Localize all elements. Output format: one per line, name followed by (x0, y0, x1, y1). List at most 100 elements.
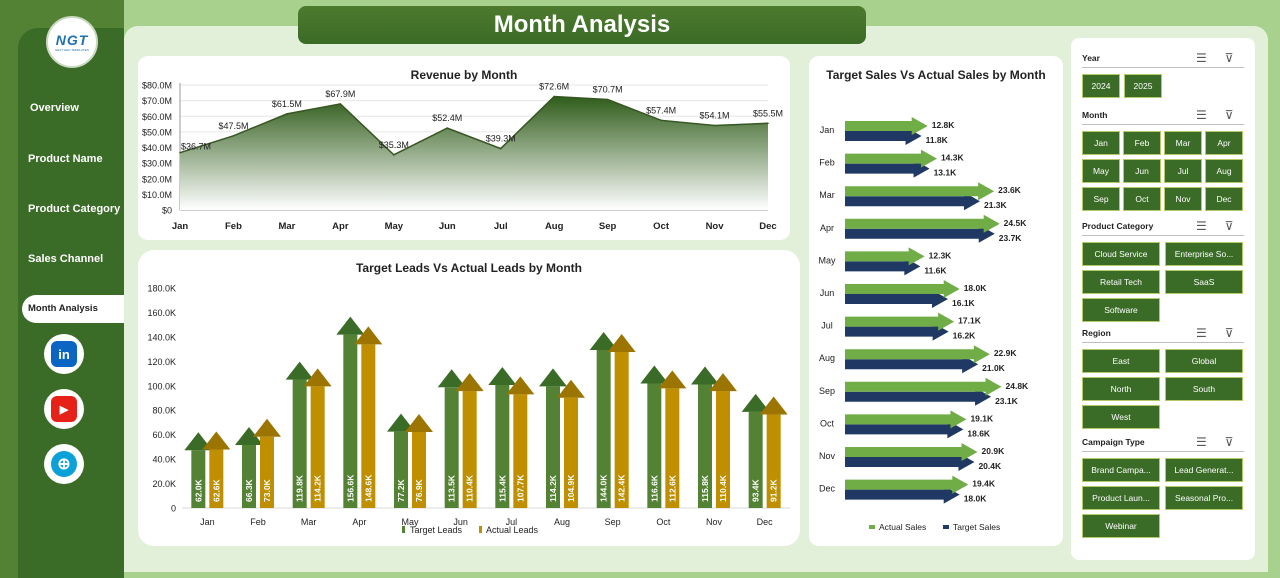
slicer-month-jan[interactable]: Jan (1082, 131, 1120, 155)
multi-select-icon[interactable]: ☰ (1196, 435, 1207, 449)
multi-select-icon[interactable]: ☰ (1196, 51, 1207, 65)
nav-product-category[interactable]: Product Category (28, 203, 121, 215)
leads-data-label: 115.8K (700, 474, 710, 502)
clear-filter-icon[interactable]: ⊽ (1224, 108, 1234, 122)
sales-chart: Jan 12.8K 11.8K Feb 14.3K 13.1K Mar 23.6K 21.3K A… (818, 117, 1029, 532)
target-sales-bar (845, 453, 975, 471)
revenue-data-label: $55.5M (753, 108, 783, 118)
nav-product-name[interactable]: Product Name (28, 153, 103, 165)
actual-sales-label: 14.3K (941, 153, 965, 163)
slicer-region-north[interactable]: North (1082, 377, 1160, 401)
multi-select-icon[interactable]: ☰ (1196, 219, 1207, 233)
clear-filter-icon[interactable]: ⊽ (1224, 219, 1234, 233)
slicer-month-feb[interactable]: Feb (1123, 131, 1161, 155)
youtube-icon: ▶ (51, 396, 77, 422)
year-slicer-label: Year (1082, 53, 1100, 63)
slicer-campaign-lead-generation[interactable]: Lead Generat... (1165, 458, 1243, 482)
nav-overview[interactable]: Overview (30, 102, 79, 114)
x-tick-label: Feb (225, 221, 242, 232)
slicer-month-may[interactable]: May (1082, 159, 1120, 183)
y-tick-label: Jan (820, 125, 835, 135)
multi-select-icon[interactable]: ☰ (1196, 108, 1207, 122)
leads-chart: 0 20.0K 40.0K 60.0K 80.0K 100.0K 120.0K 140.0K 1… (147, 284, 790, 535)
slicer-category-cloud-service[interactable]: Cloud Service (1082, 242, 1160, 266)
youtube-button[interactable]: ▶ (44, 389, 84, 429)
leads-data-label: 107.7K (515, 474, 525, 502)
y-tick-label: Jul (821, 321, 833, 331)
page-title: Month Analysis (298, 6, 866, 44)
y-tick-label: $40.0M (142, 143, 172, 153)
actual-sales-bar (845, 117, 928, 135)
linkedin-button[interactable]: in (44, 334, 84, 374)
x-tick-label: Dec (759, 221, 776, 232)
revenue-data-label: $61.5M (272, 99, 302, 109)
multi-select-icon[interactable]: ☰ (1196, 326, 1207, 340)
y-tick-label: 40.0K (152, 455, 176, 465)
slicer-category-software[interactable]: Software (1082, 298, 1160, 322)
website-button[interactable]: ⊕ (44, 444, 84, 484)
slicer-month-apr[interactable]: Apr (1205, 131, 1243, 155)
slicer-category-retail-tech[interactable]: Retail Tech (1082, 270, 1160, 294)
slicer-month-jul[interactable]: Jul (1164, 159, 1202, 183)
slicer-month-jun[interactable]: Jun (1123, 159, 1161, 183)
leads-data-label: 73.0K (262, 478, 272, 502)
slicer-month-aug[interactable]: Aug (1205, 159, 1243, 183)
slicer-year-2024[interactable]: 2024 (1082, 74, 1120, 98)
clear-filter-icon[interactable]: ⊽ (1224, 326, 1234, 340)
slicer-campaign-brand[interactable]: Brand Campa... (1082, 458, 1160, 482)
x-tick-label: Sep (599, 221, 617, 232)
slicer-region-east[interactable]: East (1082, 349, 1160, 373)
slicer-region-global[interactable]: Global (1165, 349, 1243, 373)
sales-chart-card: Target Sales Vs Actual Sales by Month Ja… (809, 56, 1063, 546)
sales-chart-title: Target Sales Vs Actual Sales by Month (826, 68, 1046, 82)
month-slicer-label: Month (1082, 110, 1108, 120)
slicer-year-2025[interactable]: 2025 (1124, 74, 1162, 98)
x-tick-label: Oct (653, 221, 670, 232)
slicer-region-west[interactable]: West (1082, 405, 1160, 429)
slicer-month-dec[interactable]: Dec (1205, 187, 1243, 211)
legend-swatch-actual (869, 525, 875, 529)
slicer-campaign-seasonal[interactable]: Seasonal Pro... (1165, 486, 1243, 510)
actual-sales-bar (845, 247, 925, 266)
slicer-month-oct[interactable]: Oct (1123, 187, 1161, 211)
leads-chart-title: Target Leads Vs Actual Leads by Month (355, 261, 583, 275)
revenue-point (393, 154, 395, 156)
sidebar: NGT NEXT GEN TEMPLATES Overview Product … (0, 0, 124, 578)
x-tick-label: Jun (439, 221, 456, 232)
actual-sales-label: 19.1K (970, 413, 994, 423)
slicer-campaign-webinar[interactable]: Webinar (1082, 514, 1160, 538)
actual-sales-label: 23.6K (998, 185, 1022, 195)
clear-filter-icon[interactable]: ⊽ (1224, 51, 1234, 65)
x-tick-label: Sep (605, 517, 621, 527)
slicer-region-south[interactable]: South (1165, 377, 1243, 401)
clear-filter-icon[interactable]: ⊽ (1224, 435, 1234, 449)
slicer-month-mar[interactable]: Mar (1164, 131, 1202, 155)
target-sales-label: 23.7K (999, 233, 1023, 243)
y-tick-label: Nov (819, 451, 836, 461)
slicer-campaign-product-launch[interactable]: Product Laun... (1082, 486, 1160, 510)
target-sales-label: 11.6K (924, 265, 947, 275)
target-sales-label: 21.3K (984, 200, 1008, 210)
target-leads-bar (285, 361, 314, 508)
revenue-line (179, 95, 769, 156)
actual-sales-label: 20.9K (982, 446, 1006, 456)
leads-data-label: 93.4K (751, 478, 761, 502)
nav-month-analysis[interactable]: Month Analysis (22, 295, 124, 323)
y-tick-label: 100.0K (147, 381, 176, 391)
slicer-month-nov[interactable]: Nov (1164, 187, 1202, 211)
target-leads-bar (539, 368, 567, 508)
y-tick-label: Dec (819, 484, 836, 494)
actual-sales-bar (845, 149, 937, 168)
region-slicer-label: Region (1082, 328, 1111, 338)
divider (1082, 235, 1244, 236)
slicer-month-sep[interactable]: Sep (1082, 187, 1120, 211)
target-leads-bar (691, 366, 719, 508)
leads-data-label: 119.8K (295, 474, 305, 502)
leads-data-label: 142.4K (617, 474, 627, 502)
slicer-category-saas[interactable]: SaaS (1165, 270, 1243, 294)
slicer-category-enterprise[interactable]: Enterprise So... (1165, 242, 1243, 266)
nav-sales-channel[interactable]: Sales Channel (28, 253, 104, 265)
leads-data-label: 104.9K (566, 474, 576, 502)
y-tick-label: Aug (819, 353, 835, 363)
target-leads-bar (589, 332, 618, 508)
